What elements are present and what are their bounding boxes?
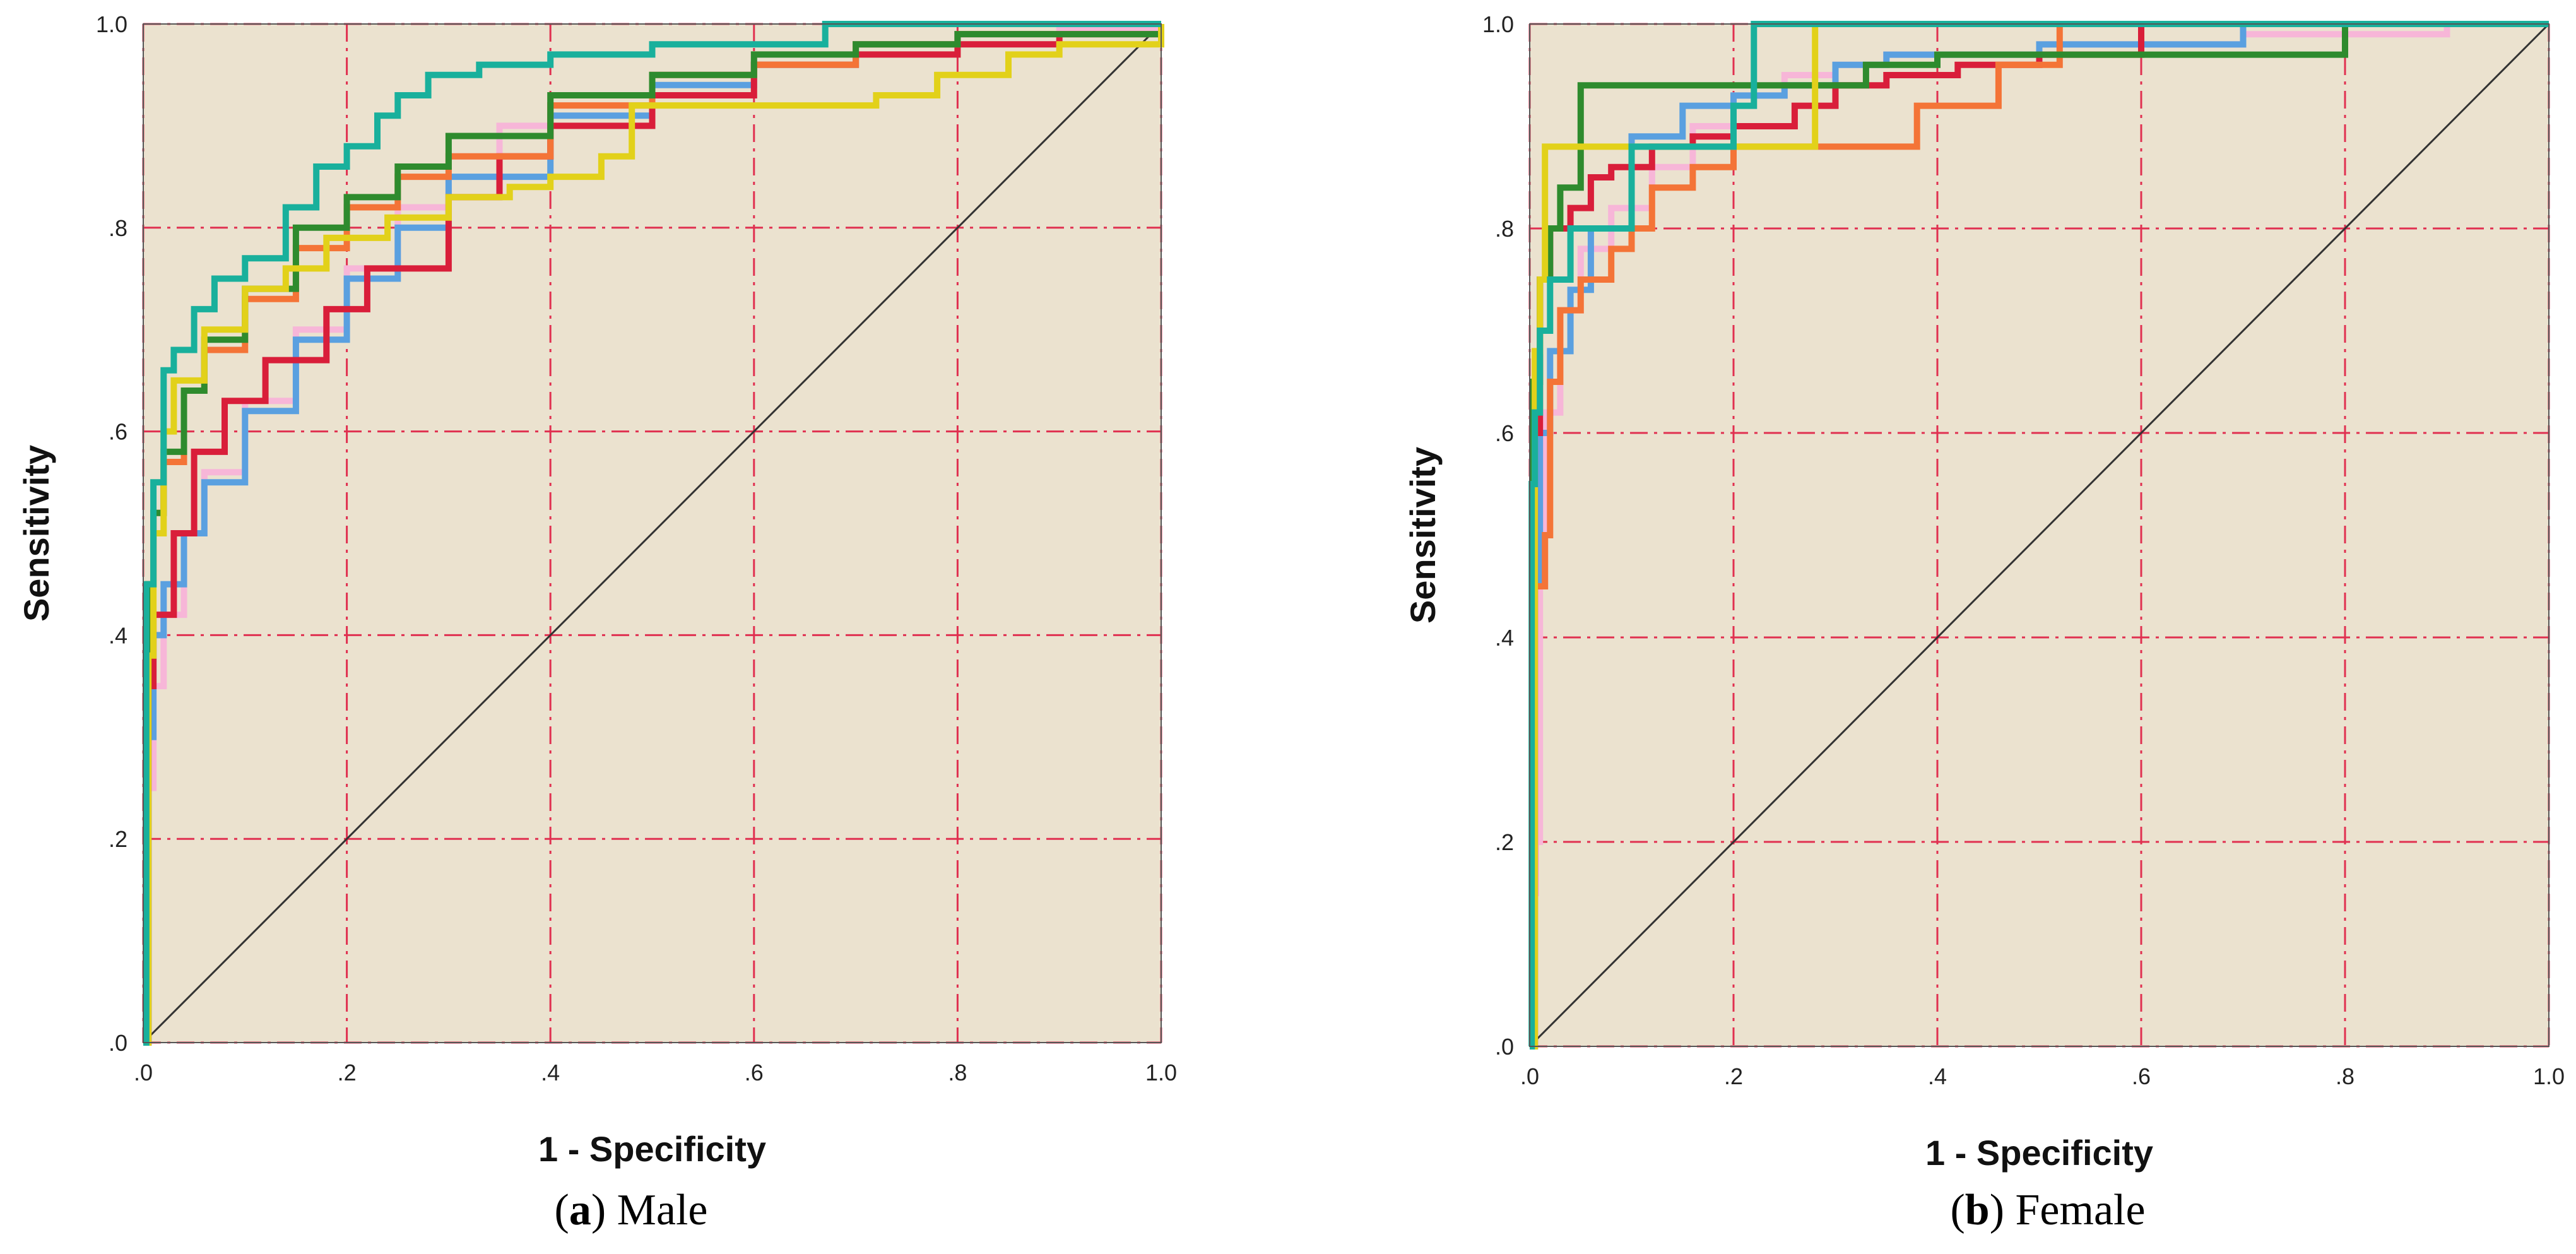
y-tick-label: .6 bbox=[1495, 420, 1514, 446]
panel-label-a: a bbox=[569, 1186, 591, 1234]
series-line-teal bbox=[143, 21, 1161, 1046]
x-tick-label: .8 bbox=[2336, 1063, 2354, 1089]
x-tick-label: 1.0 bbox=[2533, 1063, 2565, 1089]
y-tick-label: .0 bbox=[109, 1030, 127, 1056]
panel-name-a: Male bbox=[617, 1186, 708, 1234]
series-line-yellow bbox=[143, 24, 1164, 1046]
series-line-red bbox=[143, 24, 1164, 1046]
y-tick-label: 1.0 bbox=[96, 11, 127, 37]
y-tick-label: .8 bbox=[109, 215, 127, 241]
caption-male: (a) Male bbox=[316, 1185, 947, 1236]
x-axis-title: 1 - Specificity bbox=[1925, 1133, 2153, 1173]
reference-line bbox=[142, 23, 1162, 1044]
panel-label-b: b bbox=[1964, 1186, 1990, 1234]
x-tick-label: .4 bbox=[1928, 1063, 1947, 1089]
panel-name-b: Female bbox=[2015, 1186, 2146, 1234]
y-tick-label: .4 bbox=[1495, 625, 1514, 651]
y-tick-label: .6 bbox=[109, 419, 127, 445]
reference-line bbox=[1528, 23, 2550, 1048]
caption-close-b: ) bbox=[1989, 1186, 2016, 1234]
y-tick-label: .4 bbox=[109, 622, 127, 648]
x-tick-label: .0 bbox=[1520, 1063, 1539, 1089]
x-tick-label: .6 bbox=[2132, 1063, 2151, 1089]
plot-frame bbox=[1529, 23, 2549, 1047]
x-tick-label: 1.0 bbox=[1145, 1060, 1177, 1085]
chart-panel-a: .0 .2 .4 .6 .8 1.0 .0 .2 .4 .6 .8 1.0 1 - Specificit… bbox=[16, 11, 1177, 1169]
caption-female: (b) Female bbox=[1732, 1185, 2363, 1236]
caption-close-a: ) bbox=[591, 1186, 617, 1234]
caption-open-b: ( bbox=[1950, 1186, 1965, 1234]
x-tick-label: .2 bbox=[1724, 1063, 1743, 1089]
y-axis-title: Sensitivity bbox=[1403, 447, 1443, 624]
y-tick-label: .8 bbox=[1495, 216, 1514, 242]
x-tick-label: .0 bbox=[134, 1060, 153, 1085]
x-tick-label: .2 bbox=[338, 1060, 357, 1085]
series-line-yellow bbox=[1530, 21, 2549, 1050]
series-line-orange bbox=[1530, 21, 2549, 1050]
chart-panel-b: .0 .2 .4 .6 .8 1.0 .0 .2 .4 .6 .8 1.0 1 - Specificit… bbox=[1403, 11, 2565, 1173]
x-tick-label: .6 bbox=[745, 1060, 764, 1085]
x-axis-title: 1 - Specificity bbox=[538, 1129, 766, 1169]
series-line-teal bbox=[1528, 21, 2549, 1050]
y-tick-label: .2 bbox=[1495, 829, 1514, 855]
x-tick-label: .4 bbox=[541, 1060, 560, 1085]
y-tick-label: 1.0 bbox=[1482, 11, 1514, 37]
y-tick-label: .0 bbox=[1495, 1034, 1514, 1060]
plot-frame bbox=[143, 23, 1162, 1043]
caption-open-a: ( bbox=[554, 1186, 569, 1234]
y-axis-title: Sensitivity bbox=[16, 445, 56, 622]
x-tick-label: .8 bbox=[948, 1060, 967, 1085]
y-tick-label: .2 bbox=[109, 826, 127, 852]
